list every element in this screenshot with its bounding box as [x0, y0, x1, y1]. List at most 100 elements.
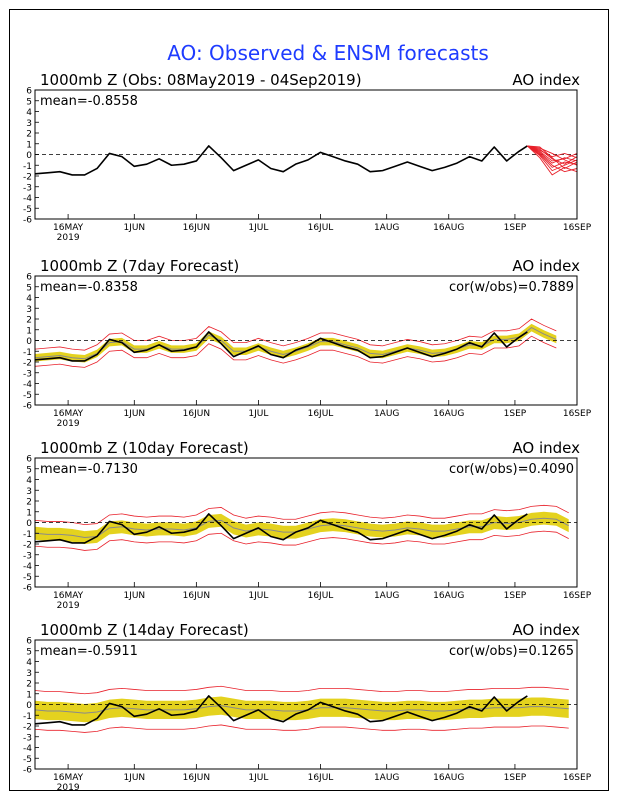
ensemble-member-line	[527, 145, 577, 159]
y-tick-label: -3	[23, 183, 32, 193]
correlation-stat-label: cor(w/obs)=0.7889	[449, 280, 574, 295]
y-tick-label: -2	[23, 359, 32, 369]
mean-stat-label: mean=-0.7130	[40, 462, 138, 477]
ensemble-max-line	[35, 685, 569, 695]
ensemble-member-line	[527, 145, 577, 166]
mean-stat-label: mean=-0.8358	[40, 280, 138, 295]
ensemble-max-line	[35, 318, 557, 351]
y-tick-label: -4	[23, 562, 32, 572]
chart-panels: 1000mb Z (Obs: 08May2019 - 04Sep2019) AO …	[23, 71, 592, 793]
ao-figure: AO: Observed & ENSM forecasts 1000mb Z (…	[23, 41, 592, 793]
x-tick-label: 1JUN	[123, 591, 145, 601]
y-tick-label: -3	[23, 733, 32, 743]
x-tick-label: 16JUN	[183, 409, 210, 419]
panel-title: 1000mb Z (Obs: 08May2019 - 04Sep2019)	[40, 71, 362, 89]
y-tick-label: -4	[23, 194, 32, 204]
ensemble-spread-band	[35, 323, 557, 363]
y-tick-label: 0	[26, 337, 32, 347]
y-tick-label: 6	[26, 87, 32, 97]
x-tick-label: 1SEP	[504, 223, 527, 233]
x-tick-label: 1SEP	[504, 773, 527, 783]
panel-index-label: AO index	[512, 257, 580, 275]
x-tick-label: 1AUG	[374, 409, 399, 419]
x-tick-label: 1JUN	[123, 773, 145, 783]
y-tick-label: 1	[26, 690, 32, 700]
y-tick-label: 0	[26, 519, 32, 529]
x-tick-label: 16MAY	[53, 223, 84, 233]
y-tick-label: -6	[23, 402, 32, 412]
y-tick-label: 5	[26, 283, 32, 293]
y-tick-label: 1	[26, 140, 32, 150]
y-tick-label: -6	[23, 584, 32, 594]
y-tick-label: -5	[23, 755, 32, 765]
plot-area	[35, 685, 577, 733]
y-tick-label: 2	[26, 316, 32, 326]
mean-stat-label: mean=-0.5911	[40, 644, 138, 659]
x-tick-label: 1JUL	[248, 773, 268, 783]
x-tick-label: 16JUL	[308, 591, 334, 601]
ensemble-member-line	[527, 145, 577, 168]
x-tick-label: 16SEP	[563, 223, 592, 233]
y-tick-label: 6	[26, 273, 32, 283]
y-tick-label: 6	[26, 637, 32, 647]
x-tick-label: 16JUL	[308, 773, 334, 783]
x-tick-year-label: 2019	[57, 601, 80, 611]
y-tick-label: -1	[23, 712, 32, 722]
ensemble-max-line	[35, 504, 569, 526]
ensemble-spread-band	[35, 511, 569, 544]
x-tick-label: 16JUL	[308, 223, 334, 233]
y-tick-label: 5	[26, 647, 32, 657]
y-tick-label: -3	[23, 369, 32, 379]
y-tick-label: 4	[26, 294, 32, 304]
x-tick-label: 16AUG	[433, 591, 464, 601]
y-tick-label: -6	[23, 216, 32, 226]
observed-ao-line	[35, 331, 528, 362]
y-tick-label: 5	[26, 97, 32, 107]
correlation-stat-label: cor(w/obs)=0.4090	[449, 462, 574, 477]
y-tick-label: 2	[26, 680, 32, 690]
chart-panel: 1000mb Z (14day Forecast) AO index 6543210…	[23, 621, 592, 793]
x-tick-label: 1SEP	[504, 409, 527, 419]
chart-panel: 1000mb Z (Obs: 08May2019 - 04Sep2019) AO …	[23, 71, 592, 243]
panel-title: 1000mb Z (7day Forecast)	[40, 257, 239, 275]
y-tick-label: 1	[26, 508, 32, 518]
y-tick-label: 0	[26, 151, 32, 161]
ensemble-member-line	[527, 145, 577, 162]
y-tick-label: 3	[26, 669, 32, 679]
x-tick-label: 16JUL	[308, 409, 334, 419]
y-tick-label: 3	[26, 487, 32, 497]
y-tick-label: 4	[26, 476, 32, 486]
plot-area	[35, 504, 577, 551]
chart-panel: 1000mb Z (10day Forecast) AO index 6543210…	[23, 439, 592, 611]
y-tick-label: -2	[23, 723, 32, 733]
y-tick-label: -4	[23, 744, 32, 754]
ensemble-min-line	[35, 530, 569, 551]
x-tick-label: 1JUL	[248, 223, 268, 233]
ensemble-spread-band	[35, 696, 569, 723]
x-tick-label: 16MAY	[53, 409, 84, 419]
x-tick-label: 1SEP	[504, 591, 527, 601]
x-tick-label: 1JUL	[248, 409, 268, 419]
ensemble-member-line	[527, 145, 577, 164]
ensemble-min-line	[35, 724, 569, 733]
x-tick-label: 16MAY	[53, 773, 84, 783]
plot-area	[35, 145, 577, 176]
y-tick-label: -3	[23, 551, 32, 561]
y-tick-label: -1	[23, 348, 32, 358]
y-tick-label: 2	[26, 130, 32, 140]
y-tick-label: -5	[23, 391, 32, 401]
y-tick-label: 2	[26, 498, 32, 508]
observed-ao-line	[35, 695, 528, 726]
y-tick-label: 3	[26, 119, 32, 129]
x-tick-label: 16MAY	[53, 591, 84, 601]
x-tick-label: 16SEP	[563, 409, 592, 419]
y-tick-label: -4	[23, 380, 32, 390]
panel-index-label: AO index	[512, 71, 580, 89]
x-tick-label: 16JUN	[183, 223, 210, 233]
y-tick-label: -5	[23, 573, 32, 583]
x-tick-year-label: 2019	[57, 783, 80, 792]
x-tick-label: 1AUG	[374, 223, 399, 233]
page-title: AO: Observed & ENSM forecasts	[167, 41, 489, 65]
figure-frame: AO: Observed & ENSM forecasts 1000mb Z (…	[9, 9, 609, 793]
y-tick-label: 6	[26, 455, 32, 465]
